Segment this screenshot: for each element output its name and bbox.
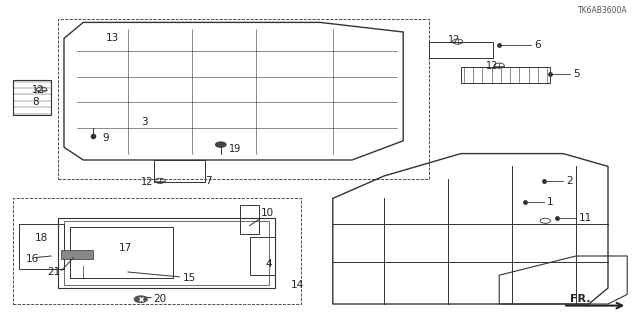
Text: 3: 3: [141, 116, 147, 127]
Text: 21: 21: [47, 267, 61, 277]
Text: 6: 6: [534, 40, 541, 50]
Text: 13: 13: [106, 33, 118, 44]
Polygon shape: [61, 250, 93, 259]
Text: 9: 9: [102, 132, 109, 143]
Text: FR.: FR.: [570, 294, 590, 304]
Text: 12: 12: [32, 84, 44, 95]
Text: 2: 2: [566, 176, 573, 186]
Text: 12: 12: [448, 35, 460, 45]
Text: 10: 10: [261, 208, 275, 218]
Text: 8: 8: [32, 97, 38, 108]
Text: 12: 12: [486, 60, 499, 71]
Text: 17: 17: [118, 243, 132, 253]
Text: 7: 7: [205, 176, 211, 186]
Text: 12: 12: [141, 177, 154, 188]
Text: 1: 1: [547, 196, 554, 207]
Text: 20: 20: [154, 293, 167, 304]
Text: 19: 19: [229, 144, 241, 154]
Circle shape: [134, 296, 147, 302]
Text: 15: 15: [182, 273, 196, 284]
Text: 5: 5: [573, 68, 579, 79]
Text: TK6AB3600A: TK6AB3600A: [577, 6, 627, 15]
Text: 16: 16: [26, 254, 39, 264]
Text: 14: 14: [291, 280, 305, 290]
Text: 11: 11: [579, 212, 593, 223]
Text: 4: 4: [266, 259, 272, 269]
Circle shape: [216, 142, 226, 147]
Text: 18: 18: [35, 233, 49, 244]
